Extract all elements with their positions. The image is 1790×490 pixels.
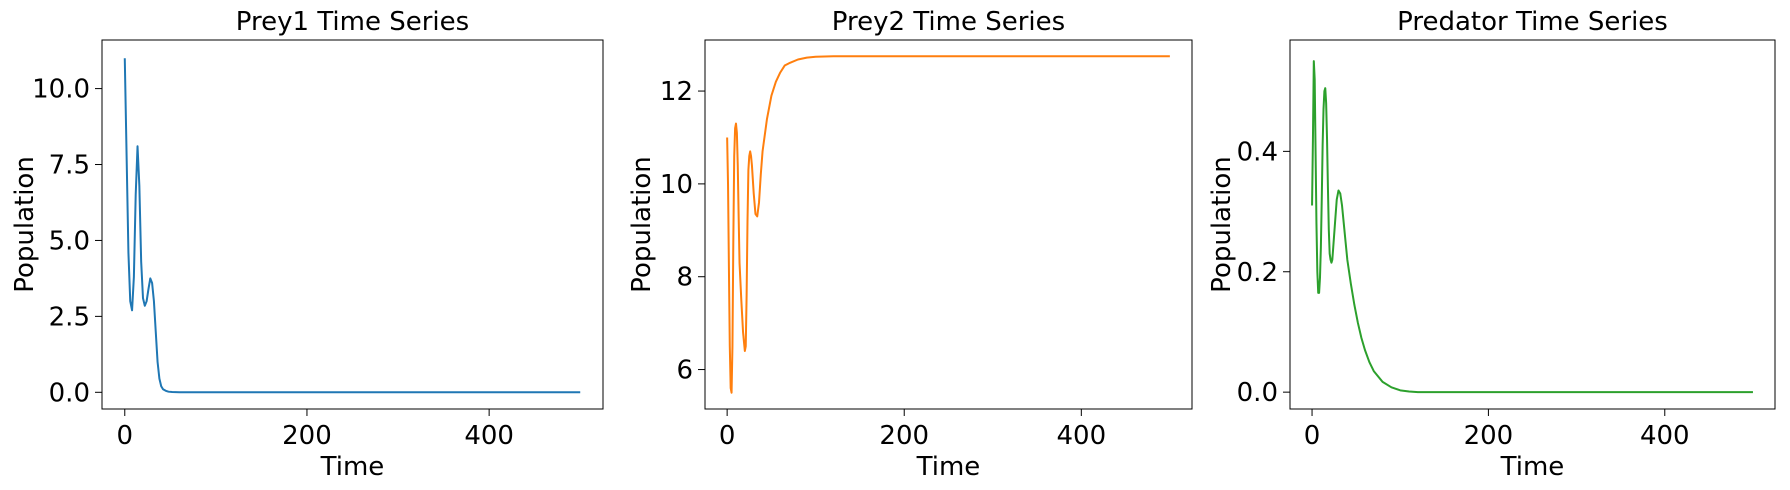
y-tick-label: 10 (660, 170, 693, 200)
x-tick-label: 400 (1640, 421, 1690, 451)
x-axis-label: Time (320, 452, 385, 482)
series-line (1311, 60, 1753, 394)
chart-title: Prey1 Time Series (236, 7, 469, 37)
y-tick-label: 0.0 (49, 378, 90, 408)
series-line (726, 55, 1170, 394)
chart-title: Prey2 Time Series (832, 7, 1065, 37)
y-tick-label: 10.0 (32, 75, 90, 105)
x-tick-label: 200 (282, 421, 332, 451)
y-axis-label: Population (10, 156, 40, 293)
x-axis-label: Time (1500, 452, 1565, 482)
y-axis-label: Population (1207, 156, 1237, 293)
prey1-chart: Prey1 Time Series Time Population 0 200 40… (10, 7, 604, 482)
prey2-chart: Prey2 Time Series Time Population 0 200 40… (627, 7, 1193, 482)
y-tick-label: 2.5 (49, 302, 90, 332)
y-tick-label: 12 (660, 77, 693, 107)
y-axis-label: Population (627, 156, 657, 293)
x-tick-label: 0 (719, 421, 736, 451)
y-tick-label: 5.0 (49, 226, 90, 256)
y-tick-label: 6 (676, 356, 693, 386)
x-tick-label: 400 (1056, 421, 1106, 451)
x-tick-label: 400 (464, 421, 514, 451)
x-axis-label: Time (916, 452, 981, 482)
x-tick-label: 200 (879, 421, 929, 451)
x-tick-label: 0 (116, 421, 133, 451)
x-tick-label: 0 (1304, 421, 1321, 451)
y-tick-label: 0.0 (1237, 378, 1278, 408)
y-tick-label: 0.2 (1237, 258, 1278, 288)
axes-frame (704, 39, 1193, 410)
axes-frame (1289, 39, 1776, 410)
chart-title: Predator Time Series (1397, 7, 1668, 37)
x-tick-label: 200 (1464, 421, 1514, 451)
axes-frame (101, 39, 604, 410)
y-tick-label: 8 (676, 263, 693, 293)
y-tick-label: 7.5 (49, 151, 90, 181)
series-line (123, 58, 581, 394)
predator-chart: Predator Time Series Time Population 0 20… (1207, 7, 1776, 482)
y-tick-label: 0.4 (1237, 137, 1278, 167)
